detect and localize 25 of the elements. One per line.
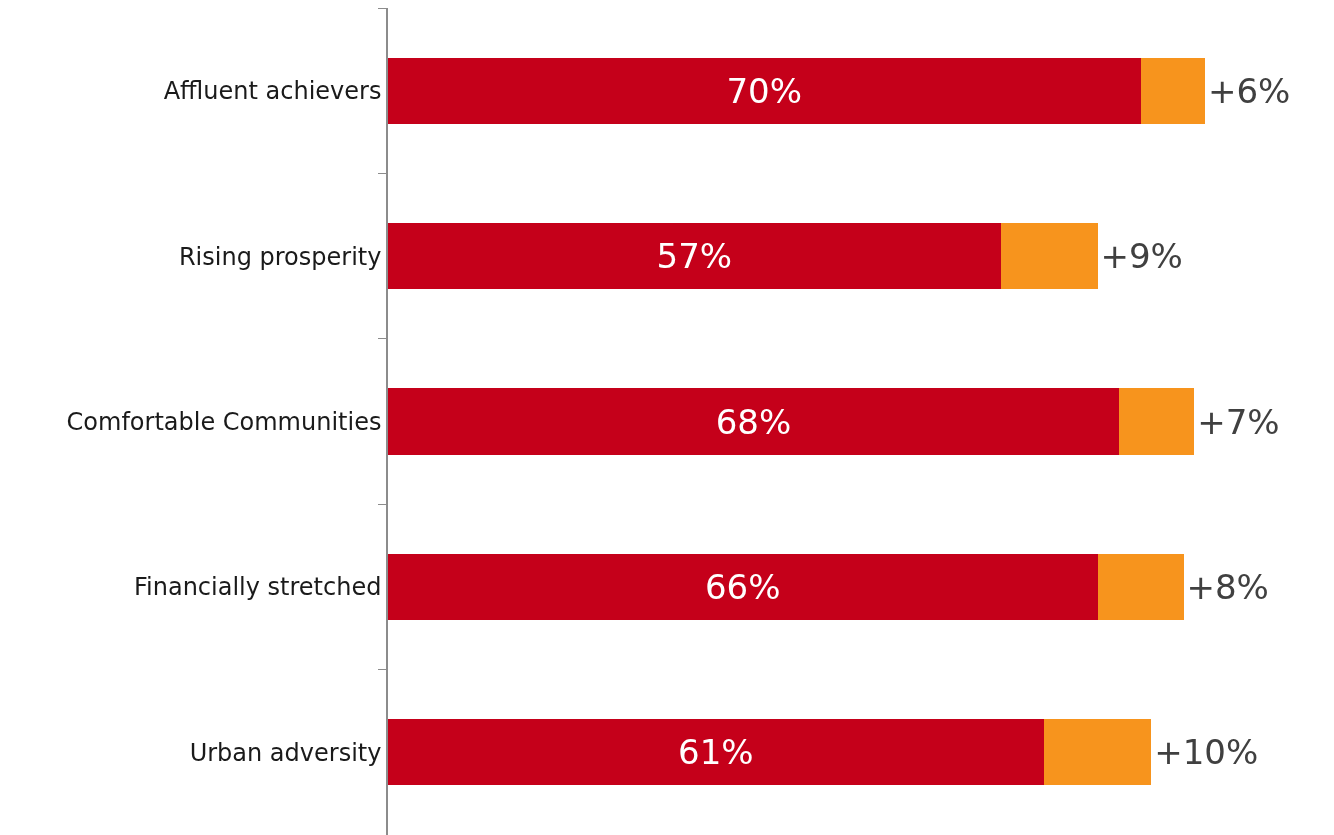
y-tick-label: Comfortable Communities	[66, 407, 382, 436]
y-tick-label: Affluent achievers	[163, 77, 382, 106]
bar	[388, 223, 1001, 290]
y-tick-label: Urban adversity	[189, 738, 382, 767]
y-tick-label: Rising prosperity	[178, 242, 382, 271]
data-label: 66%	[704, 566, 781, 607]
bar	[1119, 388, 1195, 455]
data-label: 61%	[678, 732, 754, 773]
bar	[388, 57, 1141, 124]
bar	[1097, 553, 1184, 620]
data-label: +10%	[1154, 732, 1259, 773]
data-label: +8%	[1186, 566, 1269, 607]
bar	[388, 388, 1119, 455]
y-tick-label: Financially stretched	[134, 573, 382, 602]
data-label: 57%	[656, 236, 733, 277]
data-label: 70%	[726, 70, 803, 111]
bar	[388, 719, 1044, 786]
data-label: +7%	[1197, 401, 1280, 442]
bar	[1140, 57, 1205, 124]
bar	[1043, 719, 1152, 786]
bar	[1000, 223, 1098, 290]
bar	[388, 553, 1098, 620]
data-label: +6%	[1208, 70, 1291, 111]
data-label: +9%	[1100, 236, 1183, 277]
data-label: 68%	[715, 401, 792, 442]
